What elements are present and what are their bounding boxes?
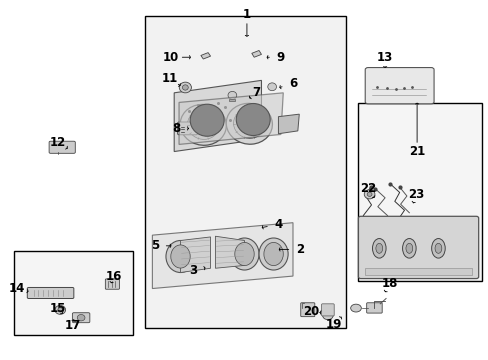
FancyBboxPatch shape <box>365 68 433 104</box>
Text: 2: 2 <box>296 243 304 256</box>
FancyBboxPatch shape <box>300 303 314 317</box>
Ellipse shape <box>375 243 382 253</box>
Text: 19: 19 <box>325 318 342 330</box>
Ellipse shape <box>234 242 254 266</box>
Ellipse shape <box>364 190 374 199</box>
Text: 3: 3 <box>189 264 197 277</box>
Ellipse shape <box>55 305 65 314</box>
Polygon shape <box>152 223 292 288</box>
Text: 20: 20 <box>303 305 319 318</box>
Ellipse shape <box>190 104 224 136</box>
FancyBboxPatch shape <box>145 16 346 328</box>
Ellipse shape <box>77 315 85 321</box>
Ellipse shape <box>227 91 236 99</box>
Text: 9: 9 <box>276 51 285 64</box>
Ellipse shape <box>267 83 276 91</box>
Polygon shape <box>229 99 235 101</box>
Polygon shape <box>201 53 210 59</box>
Polygon shape <box>215 236 244 268</box>
Ellipse shape <box>226 103 272 144</box>
Ellipse shape <box>372 239 386 258</box>
FancyBboxPatch shape <box>105 279 119 289</box>
FancyBboxPatch shape <box>27 288 74 298</box>
FancyBboxPatch shape <box>177 122 197 135</box>
FancyBboxPatch shape <box>321 304 333 316</box>
Text: 22: 22 <box>359 183 375 195</box>
Ellipse shape <box>405 243 412 253</box>
Ellipse shape <box>180 104 226 145</box>
FancyBboxPatch shape <box>358 216 478 279</box>
Polygon shape <box>179 93 283 144</box>
Text: 13: 13 <box>376 51 392 64</box>
Ellipse shape <box>402 239 415 258</box>
Ellipse shape <box>259 238 287 270</box>
Polygon shape <box>251 50 261 57</box>
Text: 15: 15 <box>50 302 66 315</box>
Ellipse shape <box>431 239 444 258</box>
FancyBboxPatch shape <box>14 251 133 335</box>
Ellipse shape <box>165 240 195 273</box>
Polygon shape <box>278 114 299 134</box>
Polygon shape <box>174 80 261 152</box>
Text: 14: 14 <box>8 282 25 295</box>
Text: 10: 10 <box>163 51 179 64</box>
FancyBboxPatch shape <box>72 313 90 323</box>
Text: 21: 21 <box>408 145 425 158</box>
FancyBboxPatch shape <box>49 141 75 153</box>
Ellipse shape <box>264 242 283 266</box>
Polygon shape <box>180 237 210 273</box>
Ellipse shape <box>236 103 270 135</box>
Ellipse shape <box>366 192 371 196</box>
Ellipse shape <box>233 109 264 138</box>
Text: 8: 8 <box>172 122 181 135</box>
FancyBboxPatch shape <box>366 303 382 313</box>
Ellipse shape <box>187 110 219 139</box>
Text: 16: 16 <box>105 270 122 283</box>
Text: 1: 1 <box>243 8 250 21</box>
Text: 11: 11 <box>161 72 177 85</box>
FancyBboxPatch shape <box>358 103 481 282</box>
Ellipse shape <box>58 308 62 312</box>
Text: 17: 17 <box>64 319 81 332</box>
Text: 6: 6 <box>288 77 297 90</box>
Text: 4: 4 <box>274 218 282 231</box>
Text: 5: 5 <box>150 239 159 252</box>
Ellipse shape <box>182 85 188 90</box>
Ellipse shape <box>179 82 191 93</box>
Ellipse shape <box>170 245 190 268</box>
Text: 23: 23 <box>407 188 424 201</box>
Ellipse shape <box>322 311 332 320</box>
Ellipse shape <box>229 238 259 270</box>
Ellipse shape <box>350 304 361 312</box>
Text: 7: 7 <box>252 86 260 99</box>
Text: 12: 12 <box>50 136 66 149</box>
Ellipse shape <box>434 243 441 253</box>
FancyBboxPatch shape <box>364 267 471 275</box>
Text: 18: 18 <box>381 277 397 290</box>
